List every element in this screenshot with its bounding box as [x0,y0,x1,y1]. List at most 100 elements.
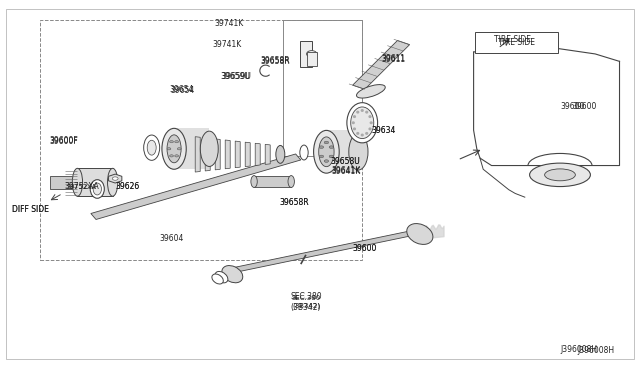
Ellipse shape [93,183,101,195]
Text: 39600F: 39600F [50,137,78,146]
Text: 39659U: 39659U [222,72,252,81]
Ellipse shape [276,145,285,163]
Ellipse shape [369,127,372,131]
Ellipse shape [300,145,308,160]
Ellipse shape [353,115,356,118]
Bar [307,52,317,66]
Text: 39654: 39654 [170,86,195,94]
Polygon shape [215,139,220,170]
Polygon shape [195,137,200,172]
Text: SEC.380
(3B342): SEC.380 (3B342) [291,295,321,309]
Ellipse shape [175,155,179,157]
Text: 39658R: 39658R [260,56,290,65]
Text: 39604: 39604 [159,234,184,243]
Bar [475,32,558,53]
Ellipse shape [360,134,364,137]
Text: 39658R: 39658R [280,198,309,207]
Polygon shape [245,142,250,167]
Text: 39658R: 39658R [280,198,309,207]
Ellipse shape [530,163,590,186]
Ellipse shape [365,132,369,135]
Ellipse shape [144,135,160,160]
Bar [174,128,209,169]
Ellipse shape [175,141,179,143]
Text: TIRE SIDE: TIRE SIDE [498,38,535,47]
Ellipse shape [200,131,218,167]
Ellipse shape [307,51,317,57]
Text: 39634: 39634 [372,126,396,135]
Bar [77,168,113,196]
Text: TIRE SIDE: TIRE SIDE [493,35,531,44]
Ellipse shape [365,110,369,113]
Text: 39641K: 39641K [331,166,360,175]
Text: 39600F: 39600F [50,136,78,145]
Ellipse shape [90,180,104,198]
Ellipse shape [356,132,360,135]
Bar [40,20,362,260]
Polygon shape [233,231,415,272]
Ellipse shape [113,177,118,180]
Text: 39600: 39600 [353,244,377,253]
Text: J396008H: J396008H [561,345,598,354]
Text: DIFF SIDE: DIFF SIDE [12,205,49,214]
Ellipse shape [72,168,83,196]
Text: J396008H: J396008H [577,346,614,355]
Bar [326,130,358,173]
Ellipse shape [329,146,333,148]
Ellipse shape [251,176,257,187]
Ellipse shape [324,160,329,162]
Ellipse shape [170,141,173,143]
Polygon shape [225,140,230,169]
Text: 39626: 39626 [116,182,140,191]
Ellipse shape [370,121,372,124]
Ellipse shape [324,141,329,144]
Ellipse shape [352,121,355,124]
Ellipse shape [162,128,186,169]
Polygon shape [255,143,260,166]
Text: 39634: 39634 [372,126,396,135]
Ellipse shape [215,272,228,283]
Text: 39600: 39600 [573,102,597,110]
Text: 39641K: 39641K [331,167,360,176]
Text: 39741K: 39741K [214,19,244,28]
Ellipse shape [360,109,364,112]
Bar [254,176,291,187]
Bar [50,176,77,189]
Text: 39658U: 39658U [331,157,360,166]
Polygon shape [205,138,210,171]
Ellipse shape [167,135,181,163]
Ellipse shape [319,146,324,148]
Text: DIFF SIDE: DIFF SIDE [12,205,49,214]
Ellipse shape [177,148,181,150]
Text: 39659U: 39659U [221,72,250,81]
Ellipse shape [356,110,360,113]
Polygon shape [265,144,270,164]
Ellipse shape [319,155,324,158]
Ellipse shape [356,84,385,98]
Ellipse shape [167,148,171,150]
Ellipse shape [329,155,333,158]
Text: SEC.380
(3B342): SEC.380 (3B342) [290,292,322,312]
Text: 39741K: 39741K [212,40,242,49]
Ellipse shape [369,115,372,118]
Text: 39611: 39611 [381,55,406,64]
Ellipse shape [349,134,368,170]
Polygon shape [91,154,301,219]
Text: 39600: 39600 [353,244,377,253]
Text: 39658R: 39658R [260,57,290,66]
Ellipse shape [222,266,243,283]
Ellipse shape [319,137,334,167]
Text: 39611: 39611 [381,54,406,63]
Ellipse shape [353,127,356,130]
Bar [300,41,312,67]
Ellipse shape [170,155,173,157]
Ellipse shape [407,224,433,244]
Ellipse shape [288,176,294,187]
Polygon shape [109,174,122,183]
Text: 39654: 39654 [169,85,193,94]
Text: 39626: 39626 [116,182,140,191]
Bar [283,20,362,156]
Ellipse shape [545,169,575,181]
Ellipse shape [314,131,339,173]
Ellipse shape [108,168,118,196]
